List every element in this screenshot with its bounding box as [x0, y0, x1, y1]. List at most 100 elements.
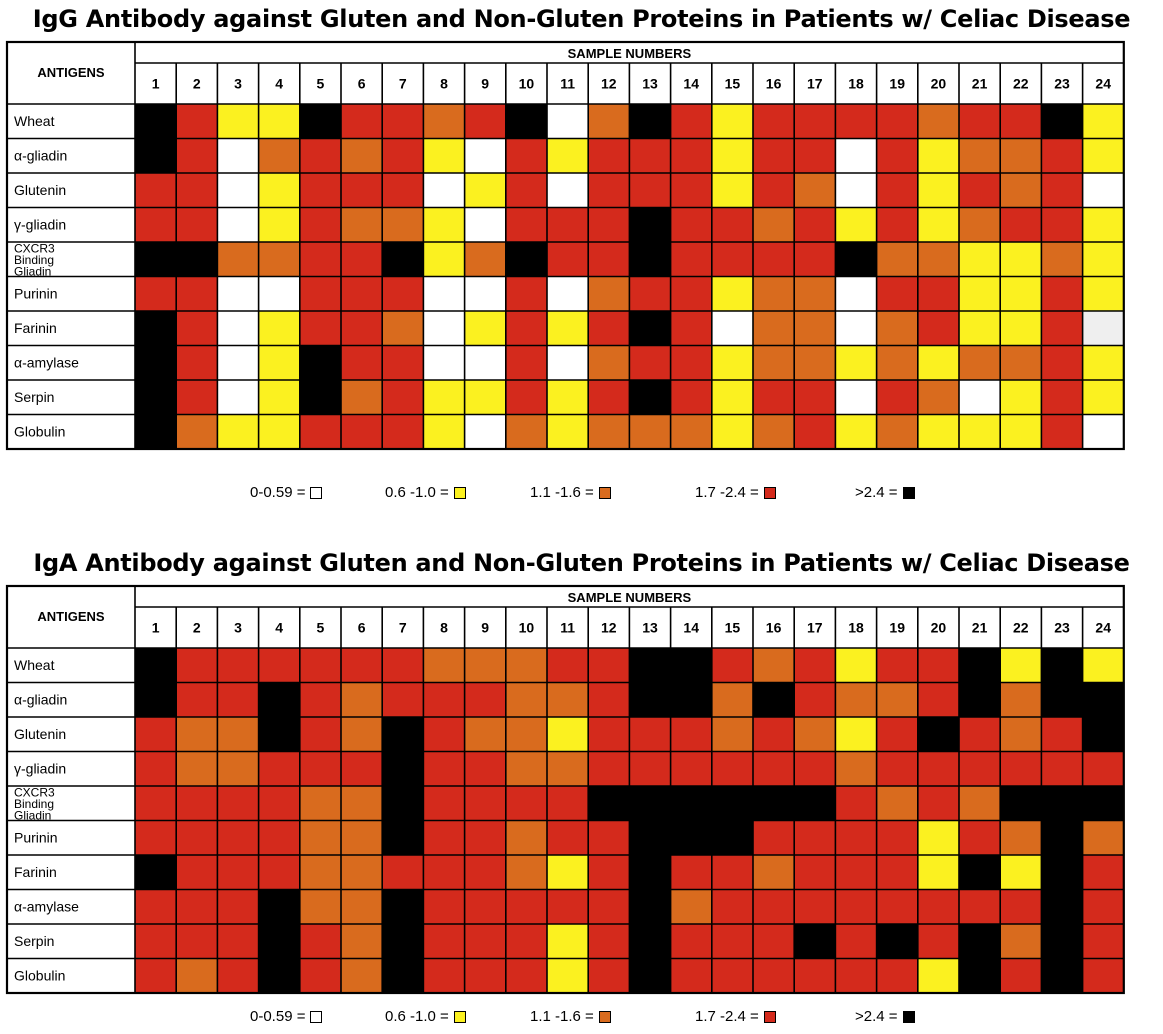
iga-column-label-6: 6 [358, 620, 366, 636]
iga-cell-r10-c4 [258, 958, 300, 993]
iga-legend: 0-0.59 = 0.6 -1.0 = 1.1 -1.6 = 1.7 -2.4 = >2… [0, 1008, 1163, 1034]
igg-cell-r3-c10 [505, 173, 547, 208]
igg-legend-swatch-3 [598, 486, 611, 499]
iga-cell-r2-c12 [588, 682, 630, 717]
igg-cell-r3-c18 [835, 173, 877, 208]
iga-cell-r5-c21 [959, 786, 1001, 821]
igg-cell-r2-c10 [505, 138, 547, 173]
iga-cell-r2-c17 [794, 682, 836, 717]
igg-cell-r10-c20 [917, 414, 959, 449]
iga-cell-r3-c9 [464, 717, 506, 752]
iga-cell-r1-c23 [1041, 648, 1083, 683]
iga-cell-r5-c14 [670, 786, 712, 821]
igg-cell-r6-c6 [341, 276, 383, 311]
igg-row-label-5-line-3: Gliadin [14, 264, 51, 278]
iga-cell-r1-c3 [217, 648, 259, 683]
igg-cell-r6-c19 [876, 276, 918, 311]
iga-cell-r9-c8 [423, 924, 465, 959]
igg-cell-r10-c18 [835, 414, 877, 449]
igg-cell-r7-c24 [1082, 311, 1124, 346]
igg-cell-r6-c1 [135, 276, 177, 311]
igg-cell-r6-c20 [917, 276, 959, 311]
igg-cell-r7-c14 [670, 311, 712, 346]
iga-cell-r4-c24 [1082, 751, 1124, 786]
igg-cell-r3-c11 [547, 173, 589, 208]
iga-cell-r6-c10 [505, 820, 547, 855]
igg-cell-r9-c12 [588, 380, 630, 415]
igg-cell-r9-c5 [299, 380, 341, 415]
igg-cell-r7-c23 [1041, 311, 1083, 346]
igg-cell-r3-c17 [794, 173, 836, 208]
igg-cell-r10-c17 [794, 414, 836, 449]
iga-cell-r8-c2 [176, 889, 218, 924]
iga-legend-label-5: >2.4 = [855, 1008, 898, 1025]
iga-column-label-3: 3 [234, 620, 242, 636]
igg-cell-r3-c7 [382, 173, 424, 208]
iga-cell-r4-c16 [753, 751, 795, 786]
igg-cell-r4-c15 [711, 207, 753, 242]
iga-cell-r1-c2 [176, 648, 218, 683]
iga-column-label-24: 24 [1095, 620, 1111, 636]
iga-cell-r5-c18 [835, 786, 877, 821]
igg-cell-r1-c22 [1000, 104, 1042, 139]
iga-cell-r2-c15 [711, 682, 753, 717]
iga-row-label-6: Purinin [14, 829, 58, 845]
igg-legend-label-4: 1.7 -2.4 = [695, 484, 759, 501]
iga-cell-r8-c14 [670, 889, 712, 924]
iga-cell-r9-c24 [1082, 924, 1124, 959]
igg-cell-r1-c12 [588, 104, 630, 139]
iga-cell-r6-c22 [1000, 820, 1042, 855]
igg-cell-r3-c15 [711, 173, 753, 208]
iga-cell-r1-c16 [753, 648, 795, 683]
igg-cell-r1-c17 [794, 104, 836, 139]
iga-cell-r2-c1 [135, 682, 177, 717]
iga-cell-r7-c13 [629, 855, 671, 890]
igg-cell-r8-c12 [588, 345, 630, 380]
igg-cell-r4-c23 [1041, 207, 1083, 242]
igg-cell-r9-c16 [753, 380, 795, 415]
igg-cell-r1-c3 [217, 104, 259, 139]
igg-cell-r4-c24 [1082, 207, 1124, 242]
iga-cell-r9-c22 [1000, 924, 1042, 959]
igg-cell-r6-c11 [547, 276, 589, 311]
iga-cell-r10-c3 [217, 958, 259, 993]
iga-legend-swatch-1 [310, 1010, 323, 1023]
iga-cell-r8-c24 [1082, 889, 1124, 924]
iga-cell-r5-c7 [382, 786, 424, 821]
igg-cell-r5-c17 [794, 242, 836, 277]
igg-cell-r4-c21 [959, 207, 1001, 242]
igg-cell-r10-c12 [588, 414, 630, 449]
iga-cell-r3-c15 [711, 717, 753, 752]
iga-cell-r9-c7 [382, 924, 424, 959]
igg-column-label-23: 23 [1054, 76, 1070, 92]
iga-cell-r2-c16 [753, 682, 795, 717]
igg-cell-r5-c19 [876, 242, 918, 277]
igg-cell-r10-c22 [1000, 414, 1042, 449]
igg-cell-r9-c11 [547, 380, 589, 415]
igg-cell-r1-c19 [876, 104, 918, 139]
igg-cell-r1-c5 [299, 104, 341, 139]
iga-cell-r6-c12 [588, 820, 630, 855]
iga-cell-r8-c21 [959, 889, 1001, 924]
iga-cell-r3-c3 [217, 717, 259, 752]
igg-cell-r6-c16 [753, 276, 795, 311]
iga-cell-r3-c14 [670, 717, 712, 752]
igg-cell-r6-c9 [464, 276, 506, 311]
igg-cell-r6-c13 [629, 276, 671, 311]
igg-cell-r1-c4 [258, 104, 300, 139]
igg-cell-r3-c13 [629, 173, 671, 208]
igg-column-label-2: 2 [193, 76, 201, 92]
iga-cell-r4-c23 [1041, 751, 1083, 786]
igg-cell-r9-c22 [1000, 380, 1042, 415]
igg-cell-r2-c21 [959, 138, 1001, 173]
iga-cell-r9-c23 [1041, 924, 1083, 959]
iga-cell-r8-c3 [217, 889, 259, 924]
iga-cell-r8-c6 [341, 889, 383, 924]
iga-cell-r5-c6 [341, 786, 383, 821]
iga-cell-r5-c19 [876, 786, 918, 821]
igg-cell-r2-c2 [176, 138, 218, 173]
iga-cell-r7-c8 [423, 855, 465, 890]
igg-cell-r9-c20 [917, 380, 959, 415]
igg-legend-label-3: 1.1 -1.6 = [530, 484, 594, 501]
igg-cell-r3-c23 [1041, 173, 1083, 208]
